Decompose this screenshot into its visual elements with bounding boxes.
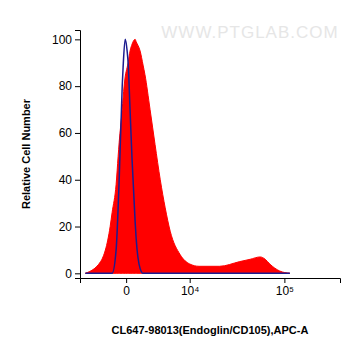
x-axis-line <box>81 279 341 284</box>
y-axis-line <box>75 31 81 279</box>
y-tick-mark <box>75 273 80 274</box>
x-axis-title: CL647-98013(Endoglin/CD105),APC-A <box>112 324 309 336</box>
x-tick-mark <box>126 278 127 283</box>
y-tick-mark <box>75 227 80 228</box>
y-axis: 0 20 40 60 80 100 <box>52 31 81 281</box>
y-tick-mark <box>75 180 80 181</box>
x-tick-mark <box>284 278 285 283</box>
y-tick: 40 <box>59 173 80 187</box>
x-tick-label: 10⁴ <box>181 284 200 298</box>
x-tick: 0 <box>123 278 130 298</box>
x-tick: 10⁴ <box>181 278 200 298</box>
histogram-line <box>85 39 290 273</box>
y-tick-label: 80 <box>59 79 73 93</box>
y-tick-label: 20 <box>59 220 73 234</box>
x-tick: 10⁵ <box>276 278 294 298</box>
y-tick: 0 <box>65 267 80 281</box>
plot-area <box>85 39 290 273</box>
y-tick: 100 <box>52 33 80 47</box>
y-tick-label: 0 <box>65 267 72 281</box>
y-axis-title: Relative Cell Number <box>20 98 32 209</box>
x-tick-mark <box>190 278 191 283</box>
y-tick-mark <box>75 86 80 87</box>
y-tick: 20 <box>59 220 80 234</box>
watermark: WWW.PTGLAB.COM <box>161 23 338 42</box>
y-tick-mark <box>75 133 80 134</box>
y-tick-label: 100 <box>52 33 72 47</box>
y-tick-label: 60 <box>59 126 73 140</box>
y-tick-mark <box>75 39 80 40</box>
y-tick: 60 <box>59 126 80 140</box>
chart: WWW.PTGLAB.COM 0 10⁴ 10⁵ 0 20 40 60 80 100 CL647-9… <box>0 0 361 356</box>
x-tick-label: 0 <box>123 284 130 298</box>
x-tick-label: 10⁵ <box>276 284 294 298</box>
histogram-area <box>85 39 290 273</box>
y-tick-label: 40 <box>59 173 73 187</box>
y-tick: 80 <box>59 79 80 93</box>
x-axis: 0 10⁴ 10⁵ <box>81 278 341 298</box>
